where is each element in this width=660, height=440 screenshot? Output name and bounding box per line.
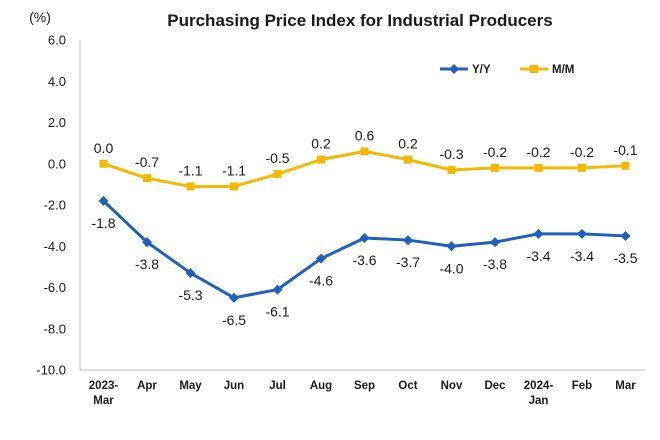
x-tick-label: May [179,380,202,392]
data-point [272,284,283,295]
x-tick-label: Mar [615,380,636,392]
data-label: -4.6 [309,273,333,289]
data-point [98,195,109,206]
data-label: -6.5 [222,312,246,328]
legend-marker [530,65,538,73]
y-tick-label: -6.0 [44,280,66,295]
data-label: 0.6 [355,127,375,143]
data-label: -1.8 [91,215,115,231]
data-point [143,174,151,183]
data-label: -1.1 [178,162,202,178]
data-point [404,155,412,164]
x-tick-labels: 2023- Mar Apr May Jun Jul Aug Sep Oct Nov Dec 2024-… [89,380,636,407]
data-label: -3.4 [526,248,550,264]
data-point [99,159,108,168]
x-tick-label: Feb [572,380,592,392]
data-label: -6.1 [265,304,289,320]
data-label: -3.5 [613,250,637,266]
series-group: -1.8 -3.8 -5.3 -6.5 -6.1 -4.6 -3.6 -3.7 -4.0 -3.8… [91,127,637,327]
legend-label: Y/Y [472,64,491,76]
data-point [578,163,586,172]
data-point [186,182,195,191]
x-tick-label: Oct [398,380,417,392]
data-label: -3.6 [352,252,376,268]
x-tick-label: Jan [529,395,549,407]
legend-item: Y/Y [440,64,491,76]
y-tick-label: 2.0 [48,115,66,130]
x-tick-label: Dec [484,380,506,392]
data-label: -3.4 [570,248,594,264]
data-label: 0.2 [311,136,331,152]
data-point [577,228,587,239]
data-point [142,237,152,248]
series-mm: 0.0 -0.7 -1.1 -1.1 -0.5 0.2 0.6 0.2 -0.3 -0.2 -0.2… [94,127,638,191]
x-tick-label: Sep [354,380,375,392]
y-tick-label: -10.0 [36,363,66,378]
x-tick-label: Apr [137,380,157,392]
data-label: 0.2 [398,136,418,152]
legend-item: M/M [520,64,574,76]
data-point [360,147,369,156]
data-point [446,241,457,252]
data-point [620,230,631,241]
data-label: -3.7 [396,254,420,270]
data-label: -0.2 [483,144,507,160]
y-tick-label: 0.0 [48,156,66,171]
data-point [229,292,239,303]
data-label: -0.3 [439,146,463,162]
x-tick-label: Mar [93,395,114,407]
data-label: -0.7 [135,154,159,170]
chart-title: Purchasing Price Index for Industrial Pr… [167,11,552,30]
series-yy: -1.8 -3.8 -5.3 -6.5 -6.1 -4.6 -3.6 -3.7 -4.0 -3.8… [91,195,638,328]
data-point [230,182,238,191]
data-label: -0.2 [570,144,594,160]
data-point [533,228,544,239]
data-point [403,235,413,246]
x-tick-label: Nov [441,380,463,392]
data-label: -3.8 [135,256,159,272]
data-point [359,233,370,243]
y-tick-label: 6.0 [48,33,66,48]
legend: Y/Y M/M [440,64,574,76]
data-point [316,253,326,264]
data-label: -3.8 [483,256,507,272]
data-label: -4.0 [439,260,463,276]
data-label: -5.3 [178,287,202,303]
data-label: 0.0 [94,140,114,156]
y-tick-label: -2.0 [44,198,66,213]
y-tick-labels: 6.0 4.0 2.0 0.0 -2.0 -4.0 -6.0 -8.0 -10.0 [36,33,66,378]
legend-label: M/M [552,64,574,76]
x-tick-label: Aug [310,380,332,392]
data-point [273,170,282,179]
data-point [621,161,630,170]
legend-marker [449,64,459,74]
data-label: -0.5 [265,150,289,166]
y-tick-label: -4.0 [44,239,66,254]
x-tick-label: 2023- [89,380,119,392]
y-tick-label: 4.0 [48,74,66,89]
data-label: -0.2 [526,144,550,160]
x-tick-label: Jun [224,380,244,392]
x-tick-label: 2024- [524,380,554,392]
data-point [491,163,499,172]
x-tick-label: Jul [269,380,286,392]
data-point [185,268,196,279]
y-tick-label: -8.0 [44,321,66,336]
y-axis-unit: (%) [29,9,51,25]
data-point [490,237,500,248]
data-label: -1.1 [222,162,246,178]
data-point [317,155,325,164]
data-point [534,163,543,172]
data-label: -0.1 [613,142,637,158]
data-point [447,165,456,174]
